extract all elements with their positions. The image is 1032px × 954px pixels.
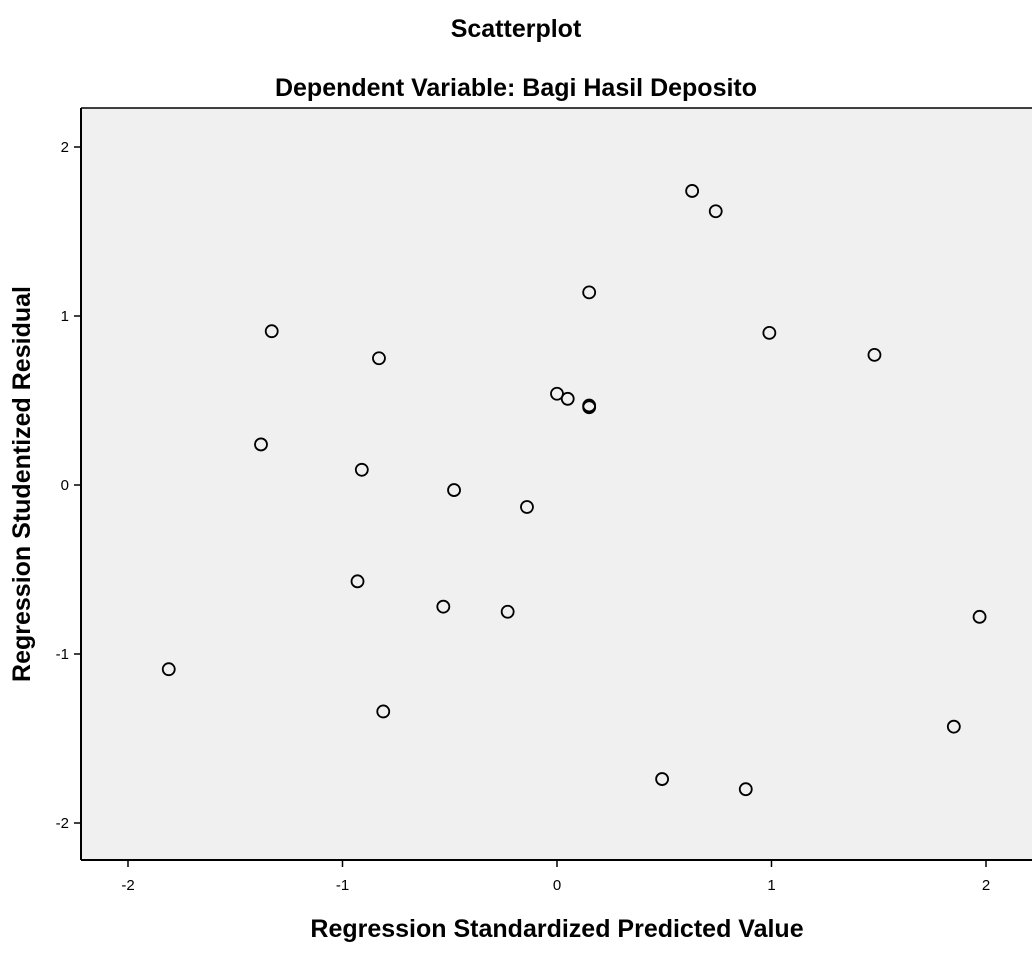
y-tick-label: -1 — [56, 646, 69, 663]
data-point — [161, 662, 176, 677]
data-point — [867, 347, 882, 362]
data-point — [655, 772, 670, 786]
data-point — [582, 400, 597, 415]
data-point — [738, 782, 753, 797]
y-axis-ticks: -2 -1 0 1 2 — [56, 139, 81, 832]
data-point — [372, 351, 386, 366]
data-point — [254, 437, 268, 452]
x-tick-label: 1 — [767, 877, 775, 894]
data-point — [708, 204, 723, 219]
data-point — [685, 184, 700, 198]
x-axis-ticks: -2 -1 0 1 2 — [121, 860, 990, 894]
x-tick-label: 0 — [553, 877, 561, 894]
data-point — [376, 704, 391, 719]
chart-title: Scatterplot — [451, 15, 582, 43]
data-point — [762, 325, 777, 340]
data-point — [264, 324, 279, 339]
y-axis-title: Regression Studentized Residual — [8, 286, 36, 682]
chart-subtitle: Dependent Variable: Bagi Hasil Deposito — [275, 74, 757, 102]
x-axis-title: Regression Standardized Predicted Value — [310, 915, 803, 943]
data-point — [520, 500, 534, 514]
data-point — [436, 599, 451, 614]
data-point — [560, 391, 575, 406]
data-point — [500, 604, 515, 619]
x-tick-label: -2 — [121, 877, 134, 894]
plot-area — [81, 108, 1032, 860]
y-tick-label: 2 — [61, 139, 69, 156]
data-point — [447, 483, 461, 497]
data-point — [350, 574, 365, 589]
data-point — [354, 462, 369, 477]
data-point — [550, 386, 564, 401]
data-point — [582, 285, 597, 300]
data-points — [161, 184, 987, 797]
y-tick-label: -2 — [56, 815, 69, 832]
y-tick-label: 1 — [61, 308, 69, 325]
y-tick-label: 0 — [61, 477, 69, 494]
x-tick-label: -1 — [336, 877, 349, 894]
data-point — [972, 609, 987, 624]
x-tick-label: 2 — [982, 877, 990, 894]
data-point — [946, 719, 961, 734]
